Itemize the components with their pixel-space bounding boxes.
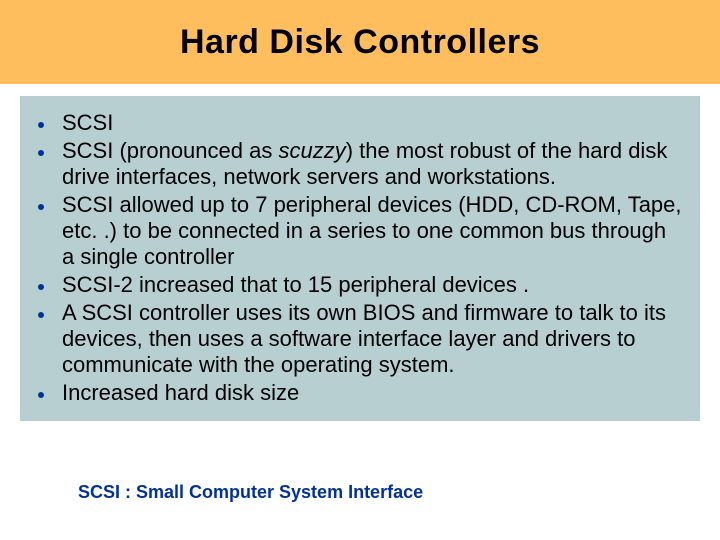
- slide: Hard Disk Controllers SCSISCSI (pronounc…: [0, 0, 720, 540]
- bullet-item: Increased hard disk size: [56, 380, 682, 406]
- bullet-item: A SCSI controller uses its own BIOS and …: [56, 300, 682, 378]
- slide-title: Hard Disk Controllers: [180, 23, 540, 62]
- footnote: SCSI : Small Computer System Interface: [78, 482, 423, 503]
- bullet-item: SCSI-2 increased that to 15 peripheral d…: [56, 272, 682, 298]
- body-box: SCSISCSI (pronounced as scuzzy) the most…: [20, 96, 700, 421]
- bullet-list: SCSISCSI (pronounced as scuzzy) the most…: [28, 110, 682, 405]
- bullet-item: SCSI allowed up to 7 peripheral devices …: [56, 192, 682, 270]
- title-band: Hard Disk Controllers: [0, 0, 720, 84]
- bullet-item: SCSI: [56, 110, 682, 136]
- bullet-item: SCSI (pronounced as scuzzy) the most rob…: [56, 138, 682, 190]
